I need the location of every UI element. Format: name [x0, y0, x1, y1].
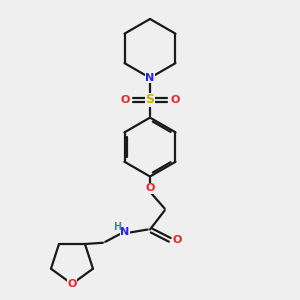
Text: O: O: [121, 95, 130, 105]
Text: N: N: [120, 227, 130, 237]
Text: N: N: [146, 73, 154, 83]
Text: H: H: [113, 222, 122, 232]
Text: O: O: [173, 235, 182, 245]
Text: O: O: [67, 279, 77, 289]
Text: S: S: [146, 93, 154, 106]
Text: O: O: [170, 95, 179, 105]
Text: O: O: [145, 183, 155, 193]
